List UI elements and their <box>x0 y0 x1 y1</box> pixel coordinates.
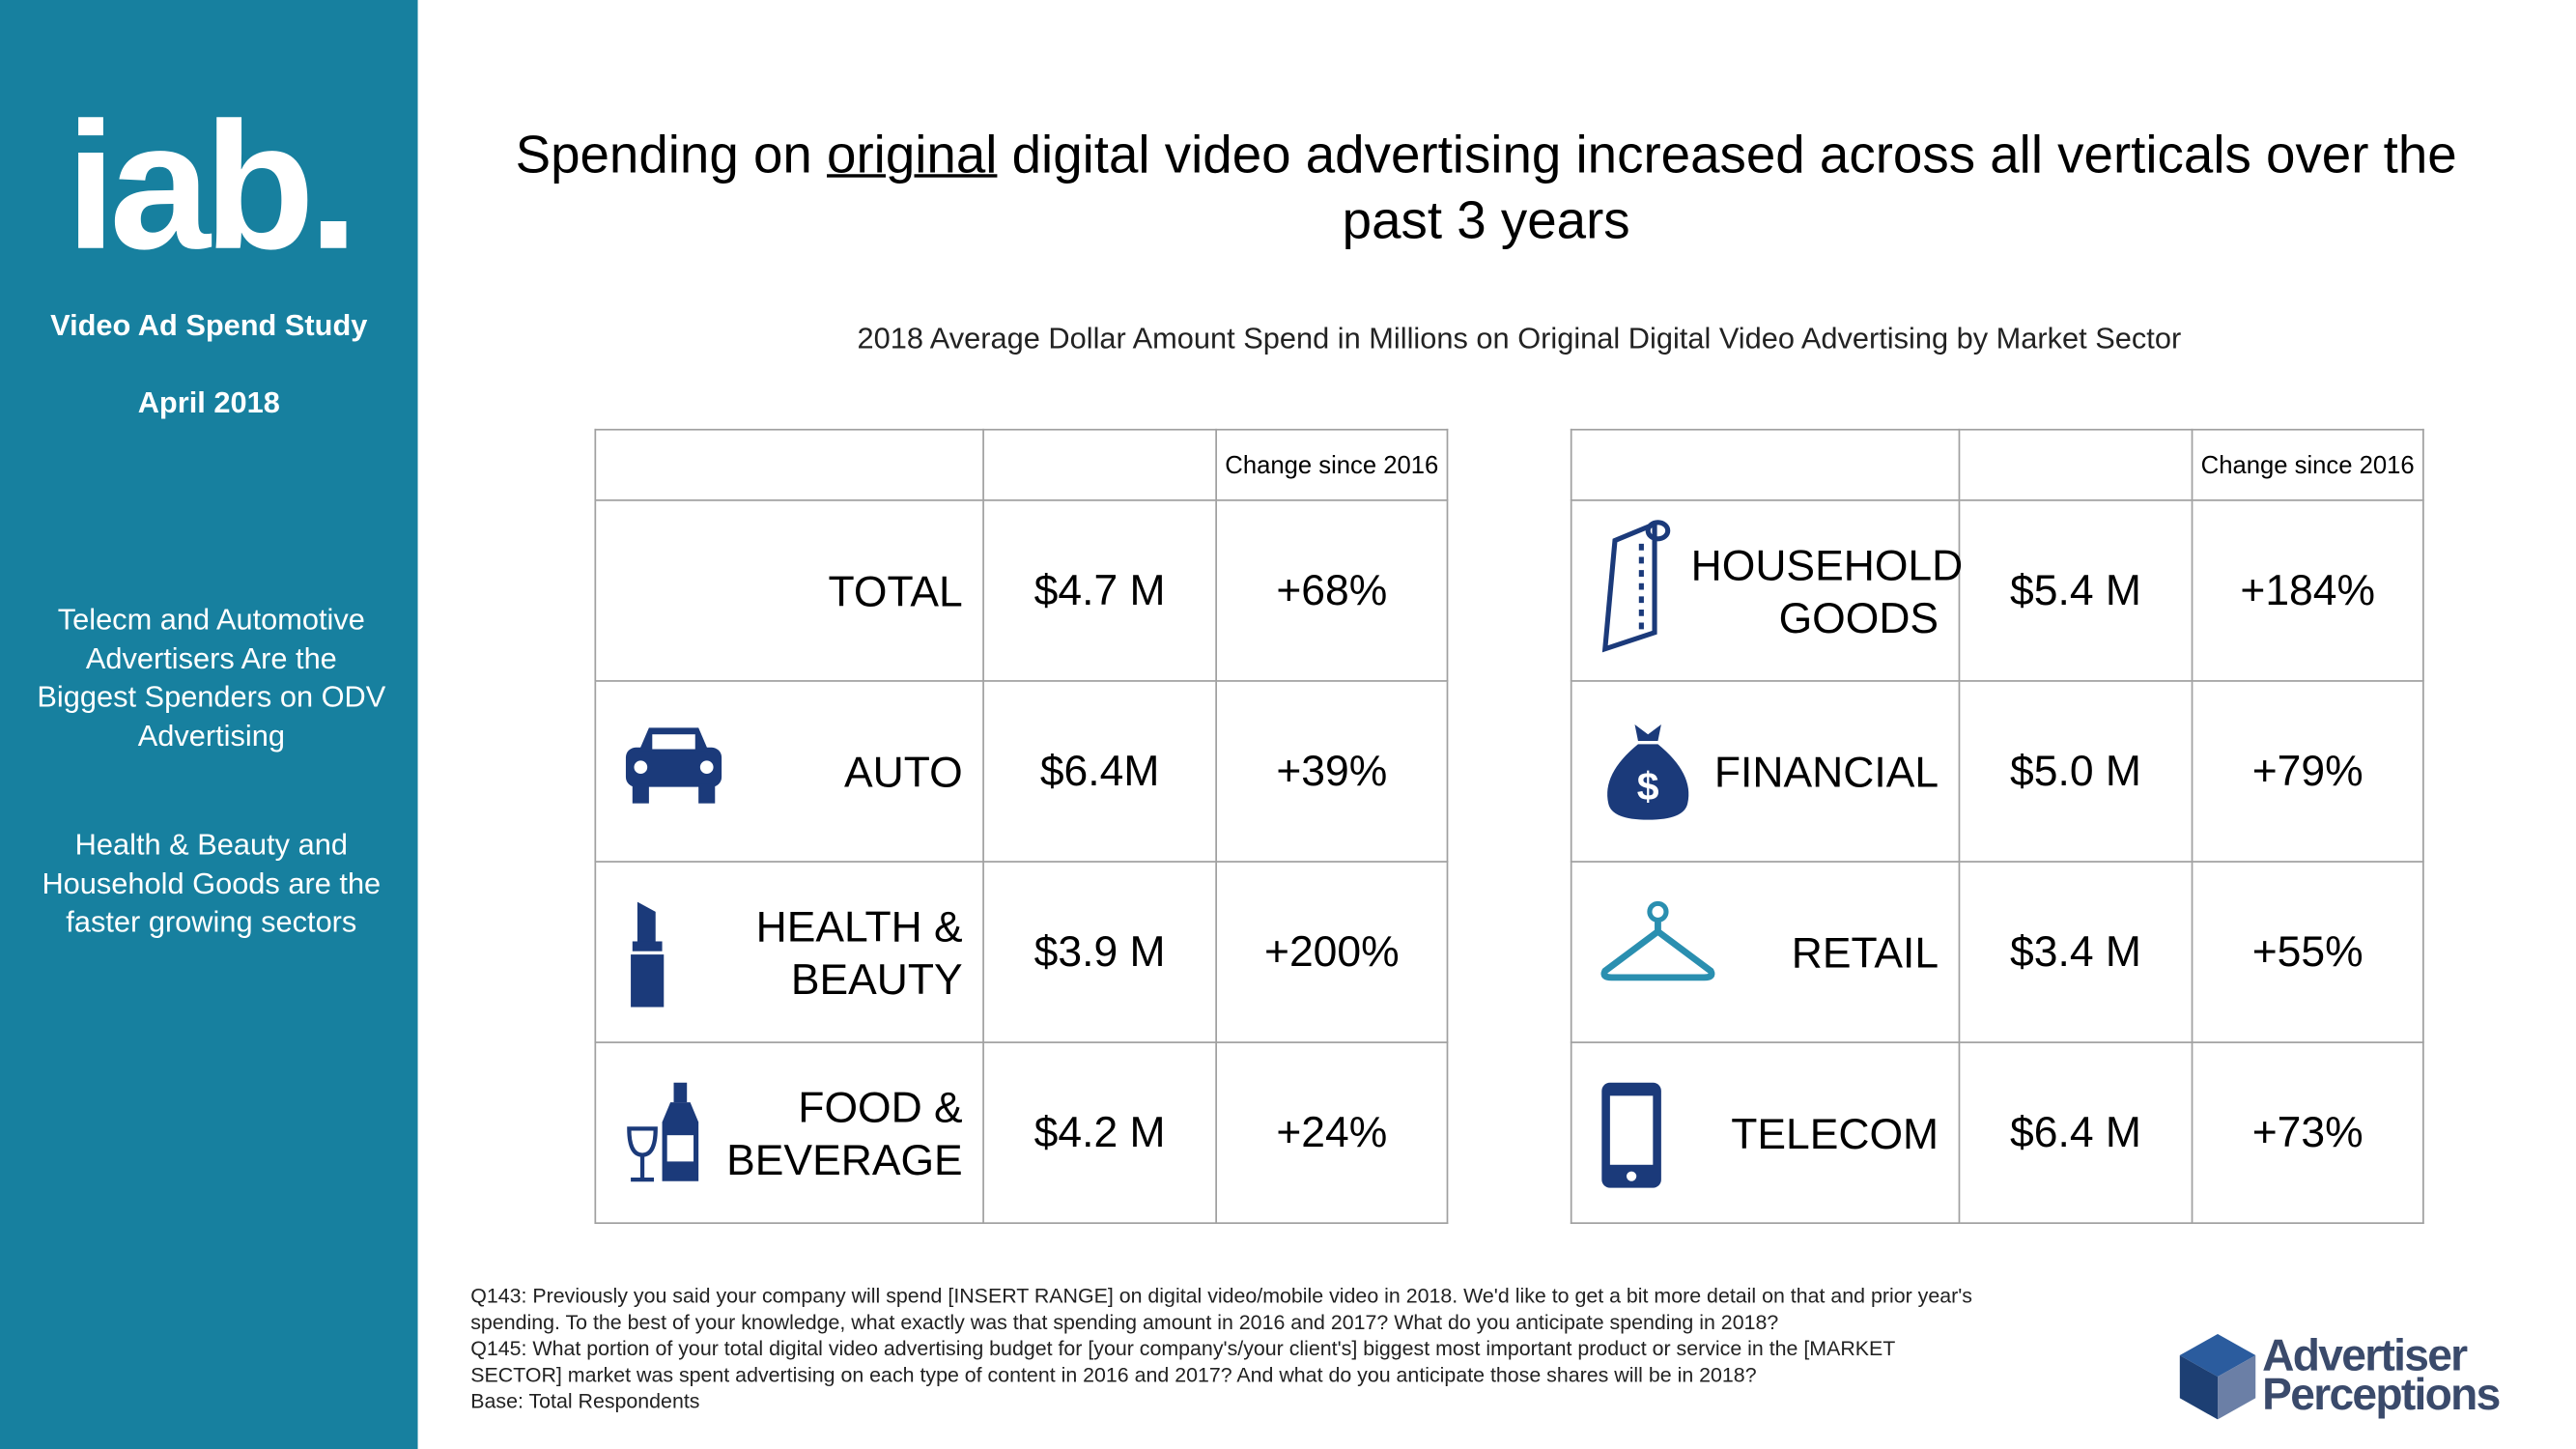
spend-cell: $4.2 M <box>982 1041 1217 1225</box>
table-row: TOTAL $4.7 M +68% <box>594 499 1449 682</box>
sector-cell: FOOD & BEVERAGE <box>594 1041 984 1225</box>
footnote: Q143: Previously you said your company w… <box>470 1283 1990 1414</box>
table-row: AUTO $6.4M +39% <box>594 680 1449 863</box>
title: Spending on original digital video adver… <box>463 122 2510 253</box>
data-table: Change since 2016 TOTAL $4.7 M +68% AUTO $6.4… <box>594 428 1449 1225</box>
sector-name: FOOD & BEVERAGE <box>726 1081 963 1184</box>
footnote-line: Q145: What portion of your total digital… <box>470 1337 1895 1387</box>
brand-mark <box>2179 1333 2256 1420</box>
header-cell <box>982 428 1217 501</box>
data-table: Change since 2016 HOUSEHOLD GOODS $5.4 M +1… <box>1570 428 2424 1225</box>
sector-name: TELECOM <box>1731 1108 1939 1158</box>
brand-text: Perceptions <box>2262 1370 2501 1420</box>
sector-icon <box>1600 900 1715 981</box>
change-cell: +39% <box>1215 680 1449 863</box>
title-emphasis: original <box>827 125 998 185</box>
sector-name: FINANCIAL <box>1713 746 1939 796</box>
change-cell: +200% <box>1215 861 1449 1043</box>
header-row: Change since 2016 <box>594 428 1449 501</box>
subtitle: 2018 Average Dollar Amount Spend in Mill… <box>857 322 2182 355</box>
sector-cell: AUTO <box>594 680 984 863</box>
sidebar-note: Telecm and Automotive Advertisers Are th… <box>37 603 386 753</box>
spend-cell: $4.7 M <box>982 499 1217 682</box>
sector-icon <box>631 901 665 1008</box>
sector-cell: $ FINANCIAL <box>1570 680 1961 863</box>
brand-logo: Advertiser Perceptions <box>2179 1333 2501 1428</box>
change-cell: +55% <box>2191 861 2424 1043</box>
sector-name: HEALTH & BEAUTY <box>755 900 963 1004</box>
svg-text:$: $ <box>1637 764 1659 809</box>
study-date: April 2018 <box>137 385 280 419</box>
header-cell: Change since 2016 <box>1215 428 1449 501</box>
sector-cell: RETAIL <box>1570 861 1961 1043</box>
table-row: FOOD & BEVERAGE $4.2 M +24% <box>594 1041 1449 1225</box>
sidebar: iab. Video Ad Spend Study April 2018 Tel… <box>0 0 418 1449</box>
header-cell <box>1958 428 2194 501</box>
spend-cell: $6.4M <box>982 680 1217 863</box>
change-cell: +184% <box>2191 499 2424 682</box>
change-cell: +73% <box>2191 1041 2424 1225</box>
change-cell: +79% <box>2191 680 2424 863</box>
title-text: Spending on <box>515 125 812 185</box>
spend-cell: $5.4 M <box>1958 499 2194 682</box>
sector-icon: $ <box>1607 724 1689 820</box>
sector-icon <box>625 727 722 804</box>
spend-cell: $3.4 M <box>1958 861 2194 1043</box>
table-row: HEALTH & BEAUTY $3.9 M +200% <box>594 861 1449 1043</box>
title-text: digital video advertising increased acro… <box>1011 125 2457 250</box>
spend-cell: $3.9 M <box>982 861 1217 1043</box>
sector-cell: HOUSEHOLD GOODS <box>1570 499 1964 682</box>
brand-text: Advertiser <box>2262 1330 2468 1380</box>
table-row: TELECOM $6.4 M +73% <box>1570 1041 2424 1225</box>
change-cell: +68% <box>1215 499 1449 682</box>
footnote-line: Base: Total Respondents <box>470 1389 700 1413</box>
logo: iab. <box>65 85 358 288</box>
spend-cell: $6.4 M <box>1958 1041 2194 1225</box>
header-cell <box>1570 428 1961 501</box>
sector-icon <box>1601 1082 1661 1188</box>
study-name: Video Ad Spend Study <box>50 308 368 342</box>
sector-name: HOUSEHOLD GOODS <box>1690 539 1964 642</box>
header-cell: Change since 2016 <box>2191 428 2424 501</box>
sector-icon <box>627 1082 699 1182</box>
sector-name: AUTO <box>844 746 963 796</box>
sector-icon <box>1601 520 1671 653</box>
table-row: HOUSEHOLD GOODS $5.4 M +184% <box>1570 499 2424 682</box>
sector-cell: HEALTH & BEAUTY <box>594 861 984 1043</box>
spend-cell: $5.0 M <box>1958 680 2194 863</box>
table-row: $ FINANCIAL $5.0 M +79% <box>1570 680 2424 863</box>
sector-name: TOTAL <box>828 565 963 615</box>
header-row: Change since 2016 <box>1570 428 2424 501</box>
sidebar-note: Health & Beauty and Household Goods are … <box>42 828 382 939</box>
sector-name: RETAIL <box>1791 927 1939 978</box>
footnote-line: Q143: Previously you said your company w… <box>470 1284 1973 1334</box>
table-row: RETAIL $3.4 M +55% <box>1570 861 2424 1043</box>
header-cell <box>594 428 984 501</box>
sector-cell: TOTAL <box>594 499 984 682</box>
sector-cell: TELECOM <box>1570 1041 1961 1225</box>
change-cell: +24% <box>1215 1041 1449 1225</box>
